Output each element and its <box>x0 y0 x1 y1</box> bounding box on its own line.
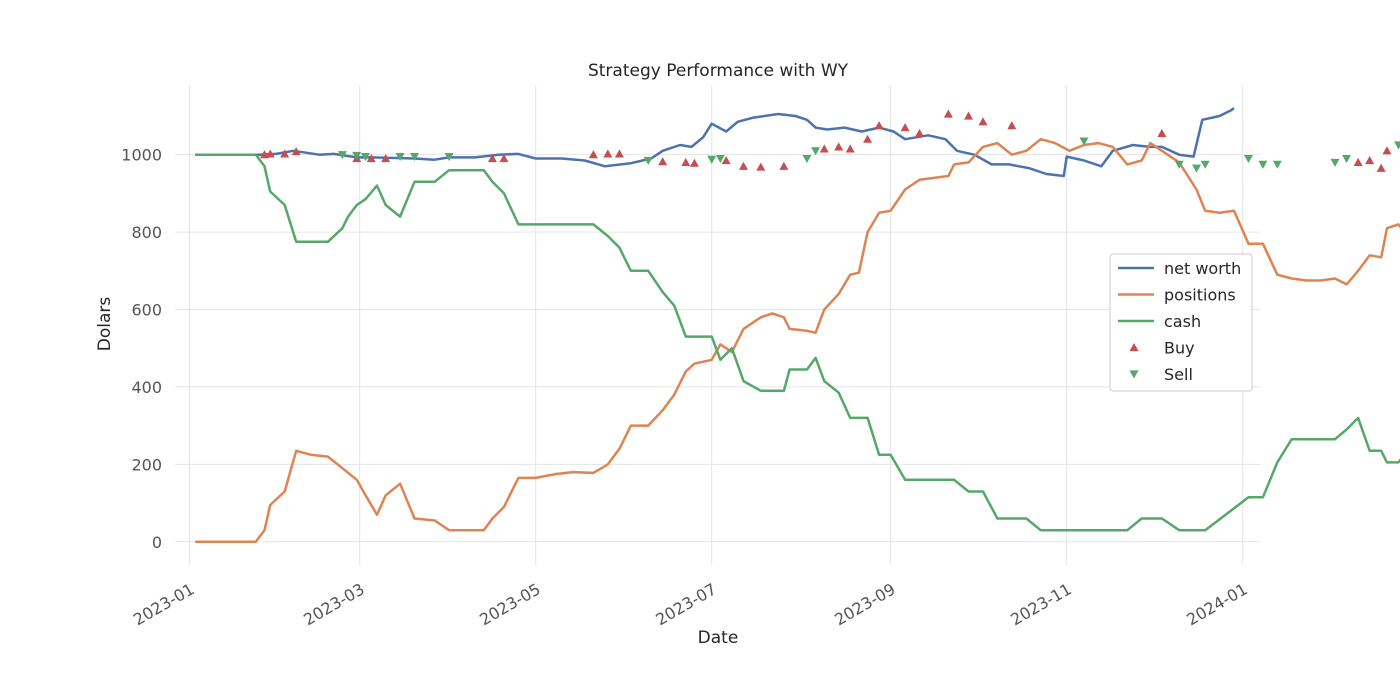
x-tick-label: 2023-03 <box>300 579 367 629</box>
y-tick-label: 1000 <box>121 146 162 165</box>
buy-marker <box>834 142 844 151</box>
buy-marker <box>863 134 873 143</box>
buy-marker <box>614 149 624 158</box>
buy-marker <box>487 154 497 163</box>
y-tick-label: 800 <box>131 223 162 242</box>
legend-label: Sell <box>1164 365 1193 384</box>
legend-label: cash <box>1164 312 1201 331</box>
buy-marker <box>819 144 829 153</box>
buy-marker <box>978 117 988 126</box>
legend-swatch <box>1129 343 1139 352</box>
buy-marker <box>681 157 691 167</box>
buy-marker <box>1365 155 1375 165</box>
buy-marker <box>1353 157 1363 167</box>
sell-marker <box>444 153 454 162</box>
buy-marker <box>588 150 598 159</box>
y-axis-label: Dolars <box>95 297 115 352</box>
series-line-net-worth <box>195 107 1235 178</box>
buy-marker <box>280 149 290 158</box>
x-tick-label: 2023-05 <box>476 579 543 629</box>
buy-marker <box>265 149 275 158</box>
buy-marker <box>779 161 789 170</box>
legend-frame <box>1109 253 1253 392</box>
x-tick-label: 2023-07 <box>652 579 719 629</box>
sell-marker <box>410 153 420 162</box>
buy-marker <box>658 157 668 166</box>
sell-marker <box>1272 160 1282 169</box>
buy-marker <box>964 111 974 120</box>
x-tick-label: 2023-09 <box>831 579 898 629</box>
buy-marker <box>943 109 953 118</box>
buy-marker <box>689 158 699 167</box>
buy-marker <box>756 162 766 171</box>
x-tick-label: 2023-11 <box>1007 579 1074 629</box>
buy-marker <box>381 154 391 163</box>
sell-marker <box>802 154 812 164</box>
y-tick-label: 600 <box>131 301 162 320</box>
buy-marker <box>845 144 855 153</box>
sell-marker <box>1342 154 1352 164</box>
sell-marker <box>360 153 370 162</box>
buy-marker <box>721 155 731 165</box>
buy-marker <box>738 161 748 170</box>
legend-label: net worth <box>1164 259 1241 278</box>
buy-marker <box>1007 121 1017 130</box>
sell-marker <box>811 147 821 156</box>
legend-label: Buy <box>1164 339 1195 358</box>
legend: net worth positions cash Buy Sell <box>1109 253 1253 392</box>
y-tick-label: 0 <box>152 533 162 552</box>
series-line-cash <box>195 153 1400 532</box>
chart-title: Strategy Performance with WY <box>588 61 849 81</box>
series-line-positions <box>195 137 1400 544</box>
buy-marker <box>1157 128 1167 137</box>
x-axis-label: Date <box>698 628 739 648</box>
sell-marker <box>643 156 653 165</box>
sell-marker <box>1394 141 1400 150</box>
sell-marker <box>715 154 725 164</box>
buy-marker <box>900 123 910 132</box>
y-axis-ticks: 0 200 400 600 800 1000 <box>121 146 162 552</box>
buy-marker <box>499 154 509 163</box>
buy-marker <box>603 149 613 158</box>
sell-marker <box>1200 160 1210 169</box>
legend-swatch <box>1129 370 1139 379</box>
sell-marker <box>1258 160 1268 169</box>
buy-marker <box>914 128 924 137</box>
sell-marker <box>1174 160 1184 169</box>
sell-marker <box>395 153 405 162</box>
sell-marker <box>707 155 717 164</box>
buy-marker <box>874 121 884 130</box>
sell-marker <box>1330 158 1340 167</box>
x-tick-label: 2024-01 <box>1183 579 1250 629</box>
sell-marker <box>337 151 347 160</box>
buy-marker <box>366 154 376 163</box>
buy-marker <box>291 147 301 156</box>
marker-layer <box>259 109 1400 173</box>
legend-label: positions <box>1164 286 1236 305</box>
sell-marker <box>1243 154 1253 164</box>
x-axis-ticks: 2023-01 2023-03 2023-05 2023-07 2023-09 2023-… <box>130 579 1251 629</box>
sell-marker <box>1079 137 1089 146</box>
series-layer <box>195 107 1400 544</box>
sell-marker <box>352 151 362 160</box>
sell-marker <box>1192 164 1202 173</box>
x-tick-label: 2023-01 <box>130 579 197 629</box>
y-tick-label: 200 <box>131 455 162 474</box>
buy-marker <box>1376 163 1386 172</box>
y-tick-label: 400 <box>131 378 162 397</box>
buy-marker <box>1382 146 1392 155</box>
